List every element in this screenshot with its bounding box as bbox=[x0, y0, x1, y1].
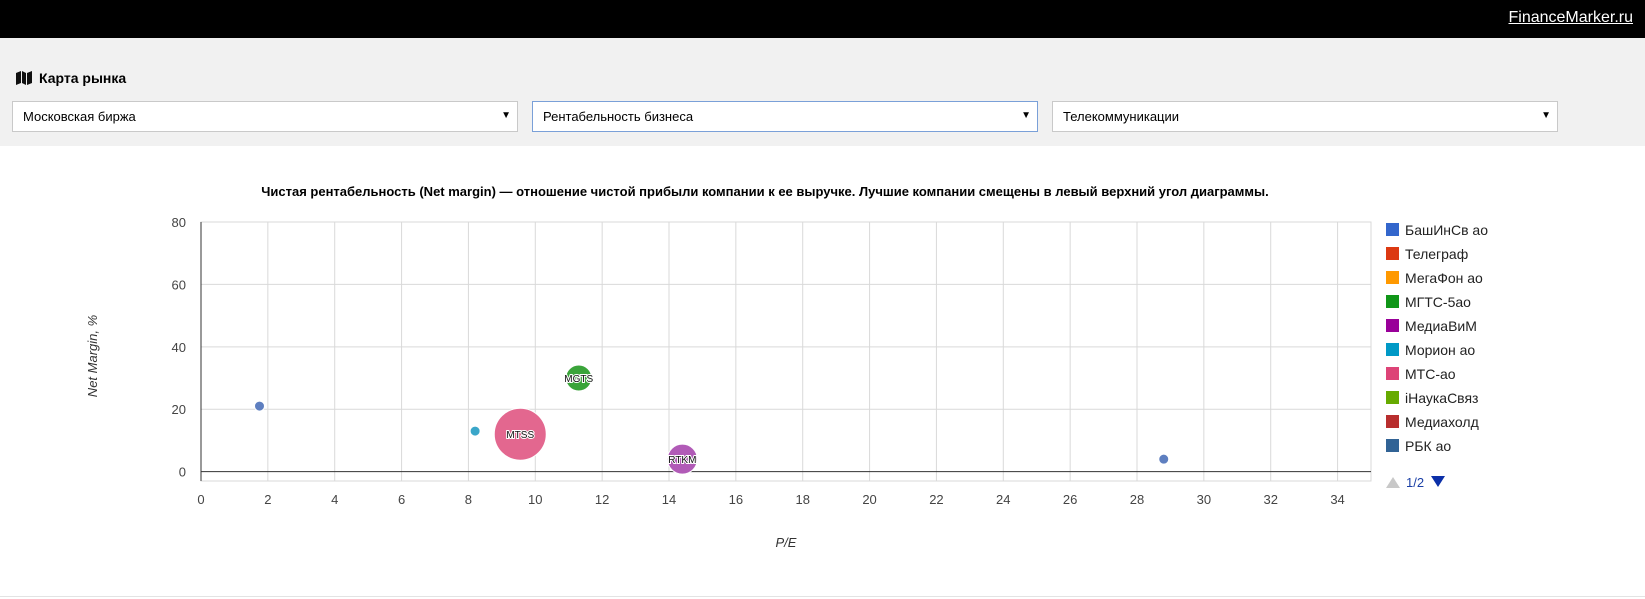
x-tick-label: 2 bbox=[264, 492, 271, 507]
x-tick-label: 34 bbox=[1330, 492, 1344, 507]
brand-link[interactable]: FinanceMarker.ru bbox=[1508, 9, 1634, 26]
legend-swatch bbox=[1386, 343, 1399, 356]
legend-swatch bbox=[1386, 439, 1399, 452]
dropdown-arrow-icon: ▼ bbox=[1021, 110, 1031, 121]
y-axis-label: Net Margin, % bbox=[85, 315, 100, 397]
legend: БашИнСв ао Телеграф МегаФон ао МГТС-5ао Меди… bbox=[1386, 222, 1488, 454]
legend-swatch bbox=[1386, 367, 1399, 380]
top-bar: FinanceMarker.ru bbox=[0, 0, 1645, 38]
x-tick-label: 12 bbox=[595, 492, 609, 507]
legend-entry[interactable]: РБК ао bbox=[1405, 438, 1451, 454]
legend-entry[interactable]: МТС-ао bbox=[1405, 366, 1456, 382]
x-tick-label: 24 bbox=[996, 492, 1010, 507]
legend-prev-icon[interactable] bbox=[1386, 477, 1400, 488]
x-tick-label: 30 bbox=[1197, 492, 1211, 507]
x-tick-label: 0 bbox=[197, 492, 204, 507]
x-tick-label: 6 bbox=[398, 492, 405, 507]
legend-swatch bbox=[1386, 247, 1399, 260]
legend-swatch bbox=[1386, 415, 1399, 428]
filter-panel: Карта рынка Московская биржа ▼ Рентабель… bbox=[0, 38, 1645, 146]
y-tick-label: 60 bbox=[172, 277, 186, 292]
data-points: MTSS MGTS RTKM bbox=[254, 364, 1170, 475]
y-tick-label: 80 bbox=[172, 215, 186, 230]
x-tick-label: 10 bbox=[528, 492, 542, 507]
data-point-label: RTKM bbox=[668, 455, 696, 466]
legend-next-icon[interactable] bbox=[1431, 476, 1445, 487]
plot-area bbox=[200, 221, 1372, 482]
y-tick-label: 0 bbox=[179, 465, 186, 480]
data-point[interactable] bbox=[565, 364, 593, 392]
legend-entry[interactable]: Медиахолд bbox=[1405, 414, 1479, 430]
sector-select-value: Телекоммуникации bbox=[1063, 109, 1180, 124]
legend-entry[interactable]: іНаукаСвяз bbox=[1405, 390, 1478, 406]
metric-select-value: Рентабельность бизнеса bbox=[543, 109, 694, 124]
data-point[interactable] bbox=[254, 400, 265, 412]
sector-select[interactable]: Телекоммуникации ▼ bbox=[1052, 101, 1558, 132]
legend-swatch bbox=[1386, 295, 1399, 308]
x-tick-label: 18 bbox=[795, 492, 809, 507]
x-tick-label: 8 bbox=[465, 492, 472, 507]
panel-title: Карта рынка bbox=[16, 70, 126, 86]
legend-entry[interactable]: Морион ао bbox=[1405, 342, 1475, 358]
exchange-select[interactable]: Московская биржа ▼ bbox=[12, 101, 518, 132]
dropdown-arrow-icon: ▼ bbox=[1541, 110, 1551, 121]
data-point-label: MGTS bbox=[564, 374, 593, 385]
exchange-select-value: Московская биржа bbox=[23, 109, 136, 124]
x-tick-label: 20 bbox=[862, 492, 876, 507]
grid bbox=[200, 221, 1372, 482]
x-tick-label: 22 bbox=[929, 492, 943, 507]
footer-divider bbox=[0, 596, 1645, 597]
x-axis-label: P/E bbox=[776, 535, 797, 550]
legend-entry[interactable]: МегаФон ао bbox=[1405, 270, 1483, 286]
data-point-label: MTSS bbox=[506, 430, 534, 441]
x-tick-label: 4 bbox=[331, 492, 338, 507]
legend-entry[interactable]: Телеграф bbox=[1405, 246, 1468, 262]
map-icon bbox=[16, 71, 32, 85]
legend-page-indicator: 1/2 bbox=[1406, 475, 1424, 490]
legend-entry[interactable]: МГТС-5ао bbox=[1405, 294, 1471, 310]
x-tick-label: 28 bbox=[1130, 492, 1144, 507]
legend-entry[interactable]: БашИнСв ао bbox=[1405, 222, 1488, 238]
data-point[interactable] bbox=[666, 443, 698, 475]
x-tick-label: 26 bbox=[1063, 492, 1077, 507]
x-tick-label: 32 bbox=[1263, 492, 1277, 507]
legend-swatch bbox=[1386, 391, 1399, 404]
y-tick-label: 40 bbox=[172, 340, 186, 355]
legend-swatch bbox=[1386, 223, 1399, 236]
bubble-chart: Чистая рентабельность (Net margin) — отн… bbox=[85, 184, 1488, 550]
y-tick-label: 20 bbox=[172, 402, 186, 417]
legend-swatch bbox=[1386, 271, 1399, 284]
legend-swatch bbox=[1386, 319, 1399, 332]
data-point[interactable] bbox=[469, 425, 481, 437]
legend-pager: 1/2 bbox=[1386, 475, 1445, 490]
x-tick-label: 14 bbox=[662, 492, 676, 507]
data-point[interactable] bbox=[493, 407, 547, 461]
chart-title: Чистая рентабельность (Net margin) — отн… bbox=[261, 184, 1268, 199]
data-point[interactable] bbox=[1158, 453, 1170, 465]
dropdown-arrow-icon: ▼ bbox=[501, 110, 511, 121]
x-tick-label: 16 bbox=[729, 492, 743, 507]
legend-entry[interactable]: МедиаВиМ bbox=[1405, 318, 1477, 334]
panel-title-text: Карта рынка bbox=[39, 70, 127, 86]
metric-select[interactable]: Рентабельность бизнеса ▼ bbox=[532, 101, 1038, 132]
